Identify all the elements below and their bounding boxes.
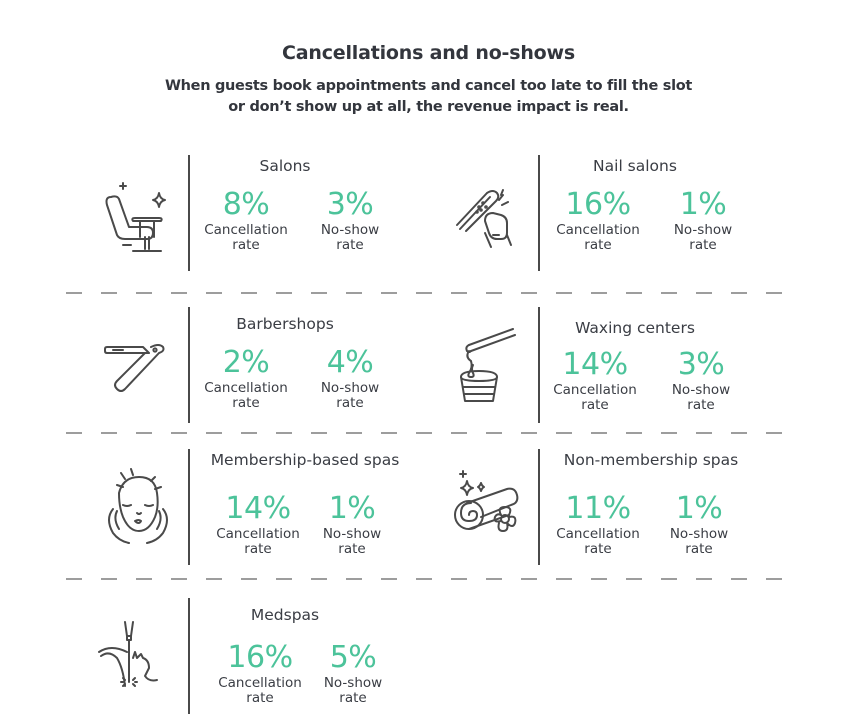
noshow-stat: 3% No-show rate (661, 347, 741, 413)
cancellation-rate-value: 8% (222, 187, 270, 222)
rate-label: rate (244, 541, 272, 557)
rate-label: rate (581, 397, 609, 413)
noshow-rate-value: 1% (679, 187, 727, 222)
rolled-towel-flower-icon (443, 459, 533, 549)
rate-label: rate (246, 690, 274, 706)
cancellation-stat: 11% Cancellation rate (548, 491, 648, 557)
category-name: Waxing centers (575, 319, 695, 337)
noshow-rate-value: 1% (328, 491, 376, 526)
noshow-label: No-show (671, 382, 731, 398)
cancellation-label: Cancellation (204, 380, 288, 396)
rate-label: rate (685, 541, 713, 557)
noshow-label: No-show (322, 526, 382, 542)
stat-card-salons: Salons 8% Cancellation rate 3% No-show r… (93, 155, 433, 271)
vertical-divider (538, 307, 540, 423)
cancellation-label: Cancellation (553, 382, 637, 398)
rate-label: rate (689, 237, 717, 253)
noshow-label: No-show (669, 526, 729, 542)
cancellation-stat: 2% Cancellation rate (196, 345, 296, 411)
noshow-stat: 1% No-show rate (659, 491, 739, 557)
rate-label: rate (584, 541, 612, 557)
category-name: Barbershops (236, 315, 334, 333)
category-name: Salons (259, 157, 311, 175)
cancellation-label: Cancellation (556, 222, 640, 238)
salon-chair-icon (93, 165, 183, 255)
noshow-label: No-show (673, 222, 733, 238)
cancellation-rate-value: 16% (227, 640, 293, 675)
face-care-icon (93, 459, 183, 549)
vertical-divider (188, 307, 190, 423)
row-divider (66, 292, 792, 294)
stat-card-barbershops: Barbershops 2% Cancellation rate 4% No-s… (93, 307, 433, 423)
cancellation-label: Cancellation (556, 526, 640, 542)
cancellation-rate-value: 16% (565, 187, 631, 222)
cancellation-stat: 16% Cancellation rate (210, 640, 310, 706)
page-subtitle: When guests book appointments and cancel… (0, 76, 857, 118)
category-name: Membership-based spas (210, 451, 400, 469)
cancellation-rate-value: 14% (225, 491, 291, 526)
category-name: Medspas (250, 606, 320, 624)
vertical-divider (538, 449, 540, 565)
nail-file-icon (443, 165, 533, 255)
cancellation-label: Cancellation (216, 526, 300, 542)
cancellation-label: Cancellation (204, 222, 288, 238)
cancellation-rate-value: 11% (565, 491, 631, 526)
rate-label: rate (336, 395, 364, 411)
stat-card-waxing-centers: Waxing centers 14% Cancellation rate 3% … (443, 307, 783, 423)
vertical-divider (188, 449, 190, 565)
rate-label: rate (336, 237, 364, 253)
noshow-label: No-show (320, 380, 380, 396)
noshow-label: No-show (320, 222, 380, 238)
stat-card-nail-salons: Nail salons 16% Cancellation rate 1% No-… (443, 155, 783, 271)
noshow-stat: 5% No-show rate (313, 640, 393, 706)
cancellation-stat: 16% Cancellation rate (548, 187, 648, 253)
page-title: Cancellations and no-shows (282, 42, 575, 64)
rate-label: rate (584, 237, 612, 253)
noshow-stat: 3% No-show rate (310, 187, 390, 253)
cancellation-stat: 14% Cancellation rate (545, 347, 645, 413)
rate-label: rate (232, 395, 260, 411)
stat-card-medspas: Medspas 16% Cancellation rate 5% No-show… (93, 598, 433, 714)
noshow-rate-value: 5% (329, 640, 377, 675)
vertical-divider (188, 598, 190, 714)
subtitle-line-1: When guests book appointments and cancel… (164, 78, 693, 94)
noshow-rate-value: 1% (675, 491, 723, 526)
category-name: Nail salons (593, 157, 677, 175)
rate-label: rate (687, 397, 715, 413)
rate-label: rate (232, 237, 260, 253)
category-name: Non-membership spas (563, 451, 739, 469)
noshow-rate-value: 3% (326, 187, 374, 222)
row-divider (66, 432, 792, 434)
laser-treatment-icon (93, 608, 183, 698)
cancellation-rate-value: 2% (222, 345, 270, 380)
row-divider (66, 578, 792, 580)
noshow-rate-value: 4% (326, 345, 374, 380)
cancellation-stat: 8% Cancellation rate (196, 187, 296, 253)
stat-card-non-membership-spas: Non-membership spas 11% Cancellation rat… (443, 449, 783, 565)
noshow-rate-value: 3% (677, 347, 725, 382)
rate-label: rate (338, 541, 366, 557)
vertical-divider (538, 155, 540, 271)
noshow-stat: 1% No-show rate (312, 491, 392, 557)
noshow-stat: 1% No-show rate (663, 187, 743, 253)
noshow-stat: 4% No-show rate (310, 345, 390, 411)
vertical-divider (188, 155, 190, 271)
wax-pot-icon (443, 317, 533, 407)
rate-label: rate (339, 690, 367, 706)
cancellation-stat: 14% Cancellation rate (208, 491, 308, 557)
stat-card-membership-spas: Membership-based spas 14% Cancellation r… (93, 449, 433, 565)
cancellation-rate-value: 14% (562, 347, 628, 382)
straight-razor-icon (93, 317, 183, 407)
noshow-label: No-show (323, 675, 383, 691)
subtitle-line-2: or don’t show up at all, the revenue imp… (228, 99, 629, 115)
cancellation-label: Cancellation (218, 675, 302, 691)
